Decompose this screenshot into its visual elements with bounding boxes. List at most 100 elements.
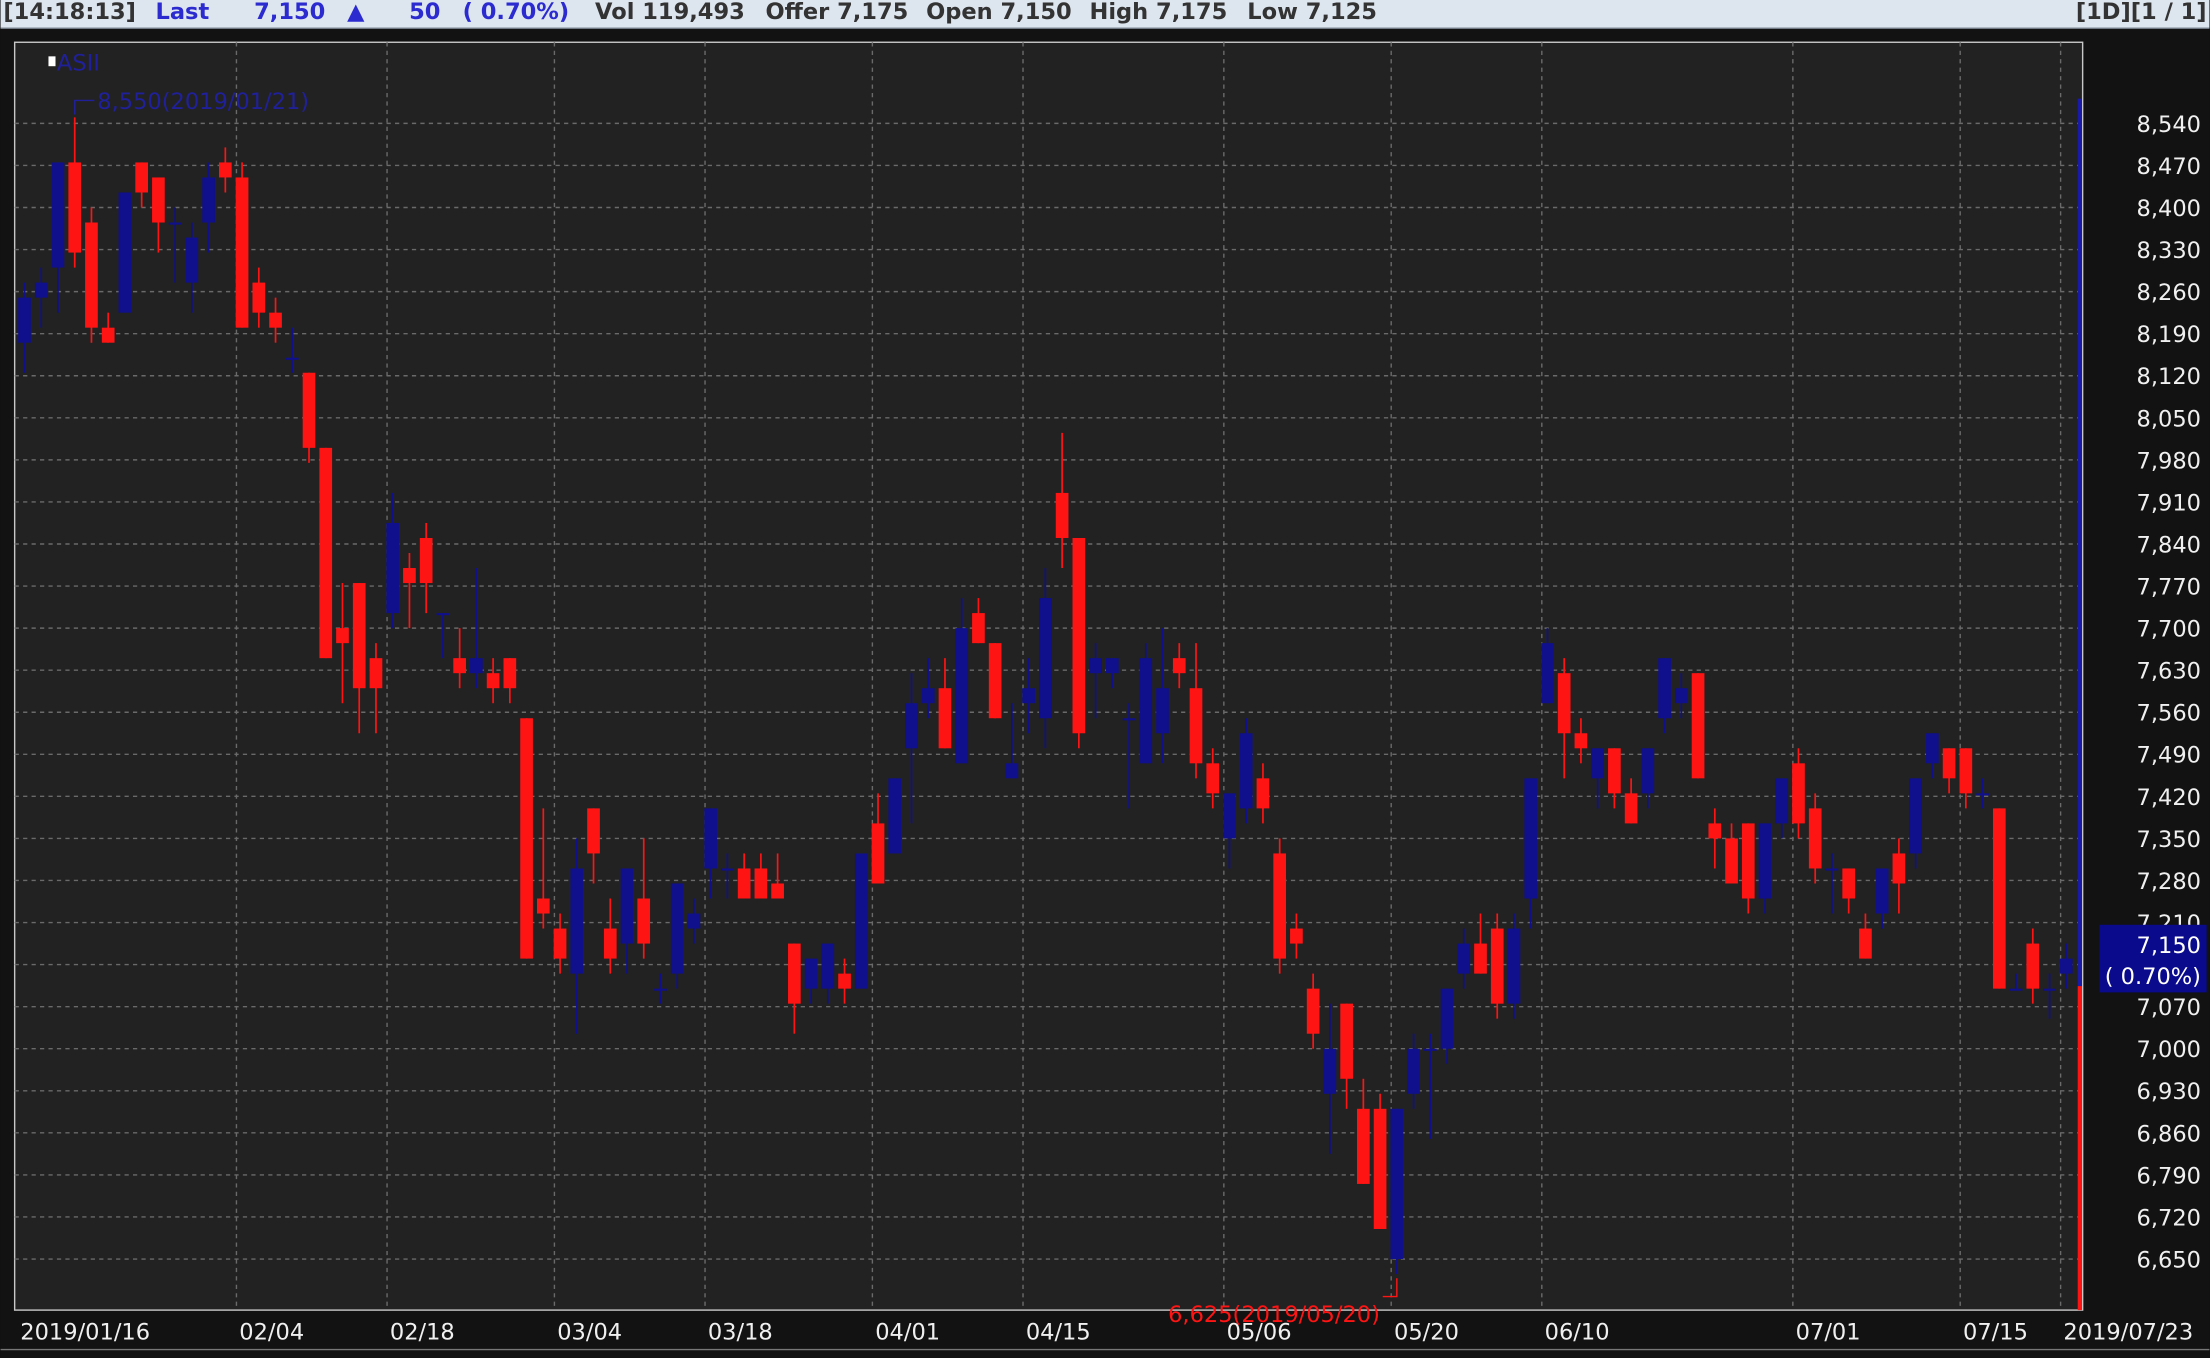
y-tick-label: 7,490 bbox=[2137, 743, 2201, 769]
candle-body bbox=[587, 808, 600, 854]
candle-body bbox=[1808, 808, 1822, 869]
candle-body bbox=[721, 868, 734, 871]
x-tick-label: 07/15 bbox=[1963, 1320, 2028, 1346]
last-price-tag: 7,150 ( 0.70%) bbox=[2099, 924, 2207, 993]
candle-body bbox=[470, 658, 483, 674]
y-tick-label: 7,070 bbox=[2137, 995, 2201, 1021]
candle-body bbox=[888, 778, 902, 854]
candle-body bbox=[804, 958, 818, 989]
candle-body bbox=[1323, 1048, 1337, 1094]
candle-body bbox=[1290, 928, 1303, 944]
candle-body bbox=[1574, 733, 1588, 749]
last-price-box bbox=[2099, 924, 2207, 993]
candle-body bbox=[503, 658, 517, 689]
candle-body bbox=[1407, 1048, 1420, 1094]
annotations: 8,550(2019/01/21) 6,625(2019/05/20) bbox=[74, 89, 1398, 1328]
candle-body bbox=[1524, 778, 1538, 899]
candle-body bbox=[1942, 748, 1956, 779]
candle-body bbox=[302, 372, 316, 448]
candle-body bbox=[1490, 928, 1504, 1004]
candle-body bbox=[202, 177, 215, 223]
x-tick-label: 05/06 bbox=[1227, 1320, 1292, 1346]
x-tick-label: 2019/07/23 bbox=[2063, 1320, 2193, 1346]
header-period: [1D][1 / 1] bbox=[2076, 0, 2207, 25]
candle-body bbox=[1239, 733, 1253, 809]
candle-body bbox=[1591, 748, 1604, 779]
candle-body bbox=[168, 222, 182, 225]
x-tick-label: 02/04 bbox=[239, 1320, 304, 1346]
candle-body bbox=[453, 658, 466, 674]
candle-body bbox=[2026, 943, 2040, 989]
candle-body bbox=[704, 808, 718, 869]
candle-body bbox=[1039, 598, 1052, 719]
candle-body bbox=[2059, 958, 2073, 974]
y-tick-label: 7,350 bbox=[2137, 827, 2201, 853]
candle-body bbox=[654, 988, 667, 991]
candle-body bbox=[1658, 658, 1671, 719]
candle-body bbox=[1926, 733, 1939, 764]
x-tick-label: 02/18 bbox=[390, 1320, 455, 1346]
candle-body bbox=[34, 282, 48, 298]
candle-body bbox=[553, 928, 567, 959]
y-tick-label: 8,190 bbox=[2137, 322, 2201, 348]
candle-body bbox=[1875, 868, 1889, 914]
candle-body bbox=[905, 703, 918, 749]
candle-body bbox=[386, 522, 400, 614]
candle-body bbox=[1691, 673, 1705, 779]
header-change: 50 bbox=[409, 0, 440, 25]
candle-body bbox=[1541, 643, 1554, 704]
candle-body bbox=[1172, 658, 1186, 674]
candle-body bbox=[921, 688, 935, 704]
y-tick-label: 7,770 bbox=[2137, 575, 2201, 601]
header-high: High 7,175 bbox=[1090, 0, 1228, 25]
candles bbox=[18, 117, 2073, 1275]
y-tick-label: 7,980 bbox=[2137, 448, 2201, 474]
candle-body bbox=[1507, 928, 1521, 1004]
candle-body bbox=[771, 883, 784, 899]
candle-body bbox=[938, 688, 952, 749]
candle-body bbox=[1072, 537, 1086, 734]
candle-body bbox=[1457, 943, 1471, 974]
candle-body bbox=[1624, 793, 1638, 824]
header-low: Low 7,125 bbox=[1247, 0, 1377, 25]
candle-body bbox=[1992, 808, 2006, 989]
candle-body bbox=[68, 162, 82, 253]
candle-body bbox=[1792, 763, 1805, 824]
candle-body bbox=[871, 823, 885, 884]
header-vol: Vol 119,493 bbox=[595, 0, 745, 25]
candle-body bbox=[1390, 1108, 1404, 1260]
ticker-label: ASII bbox=[57, 50, 100, 76]
candle-body bbox=[603, 928, 617, 959]
candle-body bbox=[235, 177, 249, 328]
y-tick-label: 7,280 bbox=[2137, 869, 2201, 895]
y-tick-label: 8,470 bbox=[2137, 154, 2201, 180]
header-open: Open 7,150 bbox=[926, 0, 1072, 25]
candle-body bbox=[152, 177, 165, 223]
y-tick-label: 7,840 bbox=[2137, 532, 2201, 558]
y-tick-label: 6,930 bbox=[2137, 1079, 2201, 1105]
x-tick-label: 04/01 bbox=[875, 1320, 940, 1346]
candle-body bbox=[1758, 823, 1772, 899]
x-tick-label: 07/01 bbox=[1796, 1320, 1861, 1346]
candle-body bbox=[1005, 763, 1019, 779]
candle-body bbox=[1022, 688, 1035, 704]
x-tick-label: 06/10 bbox=[1545, 1320, 1610, 1346]
last-change-pct: ( 0.70%) bbox=[2105, 964, 2201, 990]
y-tick-label: 8,330 bbox=[2137, 238, 2201, 264]
candle-body bbox=[419, 537, 433, 584]
y-tick-label: 8,400 bbox=[2137, 196, 2201, 222]
candle-body bbox=[1306, 988, 1320, 1034]
candle-body bbox=[972, 613, 985, 644]
candle-body bbox=[838, 973, 851, 989]
candle-body bbox=[2043, 988, 2056, 991]
candle-body bbox=[1256, 778, 1270, 809]
candle-body bbox=[1423, 1048, 1437, 1051]
candle-body bbox=[1976, 793, 1989, 796]
header-change-pct: ( 0.70%) bbox=[463, 0, 570, 25]
header-arrow: ▲ bbox=[347, 0, 365, 25]
candle-body bbox=[436, 613, 450, 616]
candle-body bbox=[85, 222, 98, 328]
y-tick-label: 8,260 bbox=[2137, 280, 2201, 306]
candle-body bbox=[988, 643, 1002, 719]
